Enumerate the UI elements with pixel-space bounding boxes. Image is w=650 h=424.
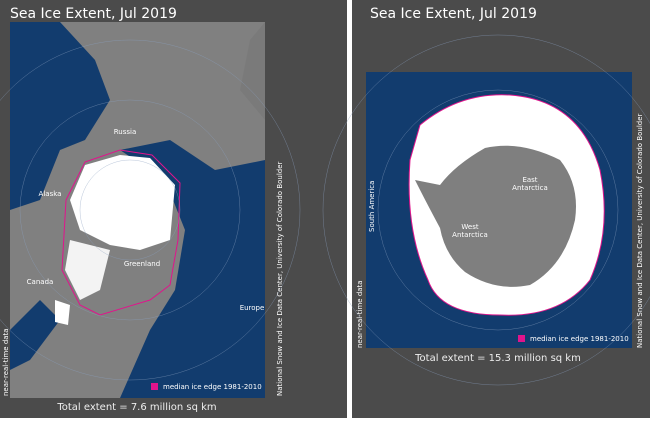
region-label: Russia xyxy=(114,128,137,136)
region-label: West xyxy=(461,223,478,231)
total-extent: Total extent = 7.6 million sq km xyxy=(56,402,216,413)
credit: National Snow and Ice Data Center, Unive… xyxy=(276,161,284,396)
credit: National Snow and Ice Data Center, Unive… xyxy=(636,113,644,348)
title: Sea Ice Extent, Jul 2019 xyxy=(370,6,537,22)
region-label: Canada xyxy=(27,278,54,286)
antarctic-map xyxy=(322,34,650,386)
region-label: Greenland xyxy=(124,260,160,268)
region-label: Europe xyxy=(240,304,265,312)
note: near-real-time data xyxy=(2,328,10,396)
title: Sea Ice Extent, Jul 2019 xyxy=(10,6,177,22)
region-label: Alaska xyxy=(39,190,62,198)
region-label: East xyxy=(522,176,537,184)
note: near-real-time data xyxy=(356,280,364,348)
region-label: Antarctica xyxy=(512,184,548,192)
legend: median ice edge 1981-2010 xyxy=(530,335,629,343)
total-extent: Total extent = 15.3 million sq km xyxy=(414,353,581,364)
region-label: South America xyxy=(368,181,376,232)
region-label: Antarctica xyxy=(452,231,488,239)
legend: median ice edge 1981-2010 xyxy=(163,383,262,391)
arctic-map xyxy=(0,22,301,398)
